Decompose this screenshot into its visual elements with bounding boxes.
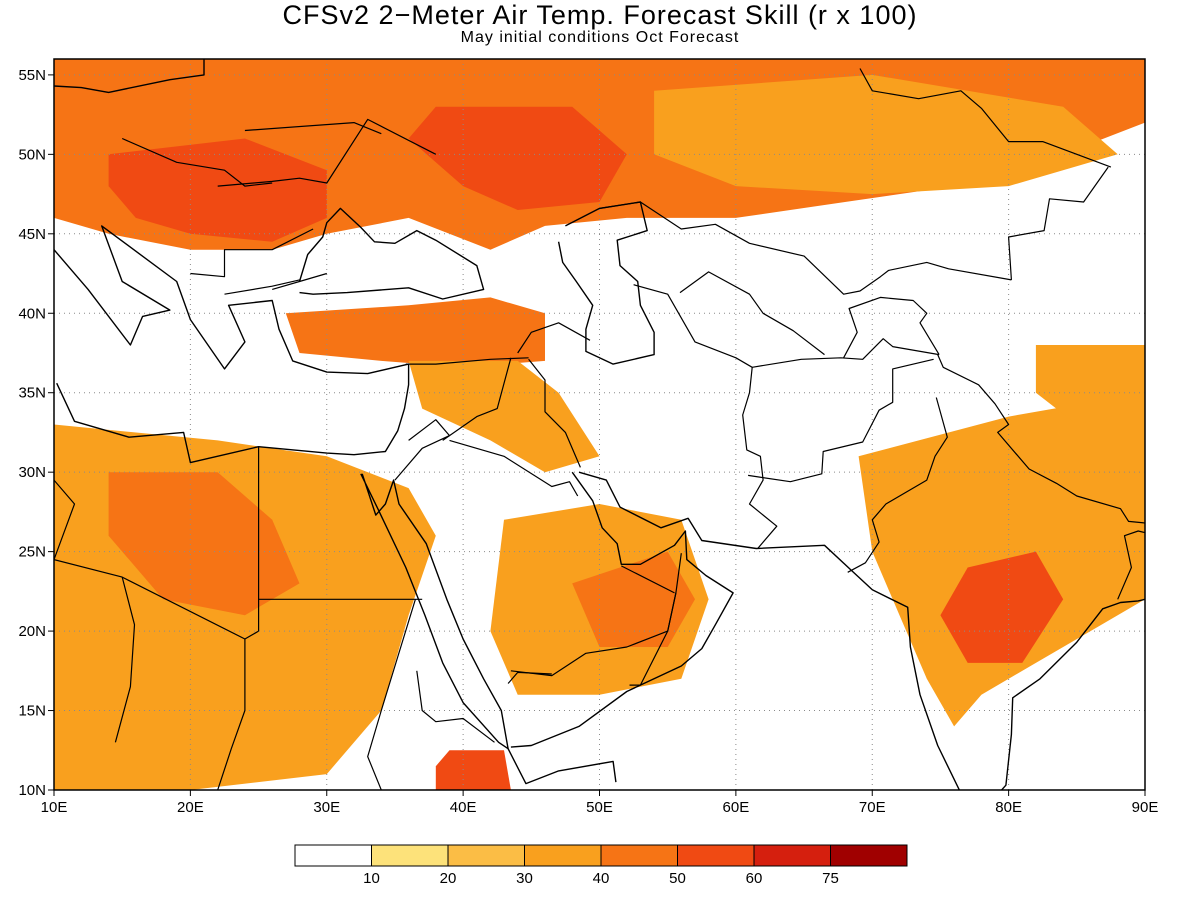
lat-tick-label: 45N [18, 226, 46, 243]
legend-label: 20 [440, 870, 457, 887]
legend-swatch [447, 844, 525, 867]
skill-region-kazakhstan-siberia [654, 74, 1118, 195]
legend-label: 60 [746, 870, 763, 887]
skill-region-ethiopia [435, 750, 511, 790]
lon-tick-label: 20E [177, 799, 204, 816]
country-border [507, 671, 552, 684]
coastline-iran-coast [578, 471, 961, 790]
lat-tick-label: 35N [18, 385, 46, 402]
skill-region-turkey [285, 297, 545, 368]
legend-label: 50 [669, 870, 686, 887]
coastline-caspian [557, 201, 655, 365]
lon-tick-label: 90E [1132, 799, 1159, 816]
country-border [629, 553, 682, 686]
map-title: CFSv2 2−Meter Air Temp. Forecast Skill (… [282, 0, 918, 30]
legend-swatch [830, 844, 908, 867]
country-border [1007, 166, 1109, 280]
country-border [416, 670, 495, 743]
legend-swatch [753, 844, 831, 867]
lon-tick-label: 80E [995, 799, 1022, 816]
country-border [621, 565, 675, 594]
skill-region-oman-uae [572, 551, 695, 647]
longitude-axis: 10E 20E 30E 40E 50E 60E 70E 80E 90E [41, 790, 1159, 816]
legend-label: 30 [516, 870, 533, 887]
country-border [367, 599, 416, 790]
legend-swatch [294, 844, 372, 867]
country-border [442, 357, 512, 441]
coastline-black-sea [298, 207, 485, 300]
skill-region-balkans [108, 138, 327, 242]
country-border [217, 630, 259, 790]
lon-tick-label: 70E [859, 799, 886, 816]
country-border [405, 357, 529, 365]
coastline-africa-horn [507, 748, 617, 785]
map-subtitle: May initial conditions Oct Forecast [460, 29, 740, 46]
country-border [633, 284, 778, 549]
country-border [528, 358, 581, 468]
lat-tick-label: 55N [18, 67, 46, 84]
coastline-india-east [1000, 598, 1145, 790]
lat-tick-label: 30N [18, 464, 46, 481]
country-border [847, 397, 948, 573]
country-border [394, 419, 451, 481]
lon-tick-label: 50E [586, 799, 613, 816]
country-border [679, 271, 825, 356]
country-border [449, 439, 579, 497]
skill-region-tibet [1035, 345, 1145, 425]
latitude-axis: 10N 15N 20N 25N 30N 35N 40N 45N 50N 55N [18, 67, 54, 799]
legend-swatch [371, 844, 449, 867]
colorbar-legend: 10 20 30 40 50 60 75 [294, 844, 908, 887]
legend-swatch [524, 844, 602, 867]
legend-label: 75 [822, 870, 839, 887]
country-border [752, 338, 940, 368]
skill-region-sahara-core [108, 472, 300, 616]
coastline-baltic [54, 59, 205, 94]
country-border [843, 296, 940, 359]
country-border [224, 279, 300, 295]
country-border [272, 272, 327, 290]
country-border [859, 68, 1112, 168]
country-border [748, 358, 934, 483]
country-border [937, 354, 1145, 524]
lon-tick-label: 60E [723, 799, 750, 816]
lon-tick-label: 40E [450, 799, 477, 816]
lat-tick-label: 15N [18, 703, 46, 720]
coastline-red-sea [360, 473, 509, 750]
coastline-gulf [510, 471, 734, 748]
lat-tick-label: 20N [18, 623, 46, 640]
lon-tick-label: 30E [313, 799, 340, 816]
country-border [517, 322, 591, 354]
lat-tick-label: 40N [18, 305, 46, 322]
legend-swatch [600, 844, 678, 867]
lat-tick-label: 50N [18, 146, 46, 163]
country-border [190, 228, 314, 278]
country-border [217, 118, 437, 187]
legend-swatch [677, 844, 755, 867]
coastline-mediterranean-north [54, 225, 410, 464]
legend-label: 10 [363, 870, 380, 887]
lat-tick-label: 10N [18, 782, 46, 799]
skill-region-central-india-core [940, 551, 1064, 663]
country-border [244, 121, 382, 135]
country-border [114, 576, 136, 743]
lat-tick-label: 25N [18, 544, 46, 561]
country-border [54, 479, 76, 560]
country-border [1117, 530, 1145, 600]
country-border [599, 201, 1012, 295]
skill-region-iraq-syria [408, 360, 600, 473]
country-border [121, 137, 273, 187]
legend-label: 40 [593, 870, 610, 887]
lon-tick-label: 10E [41, 799, 68, 816]
coastlines-and-borders [54, 59, 1145, 790]
